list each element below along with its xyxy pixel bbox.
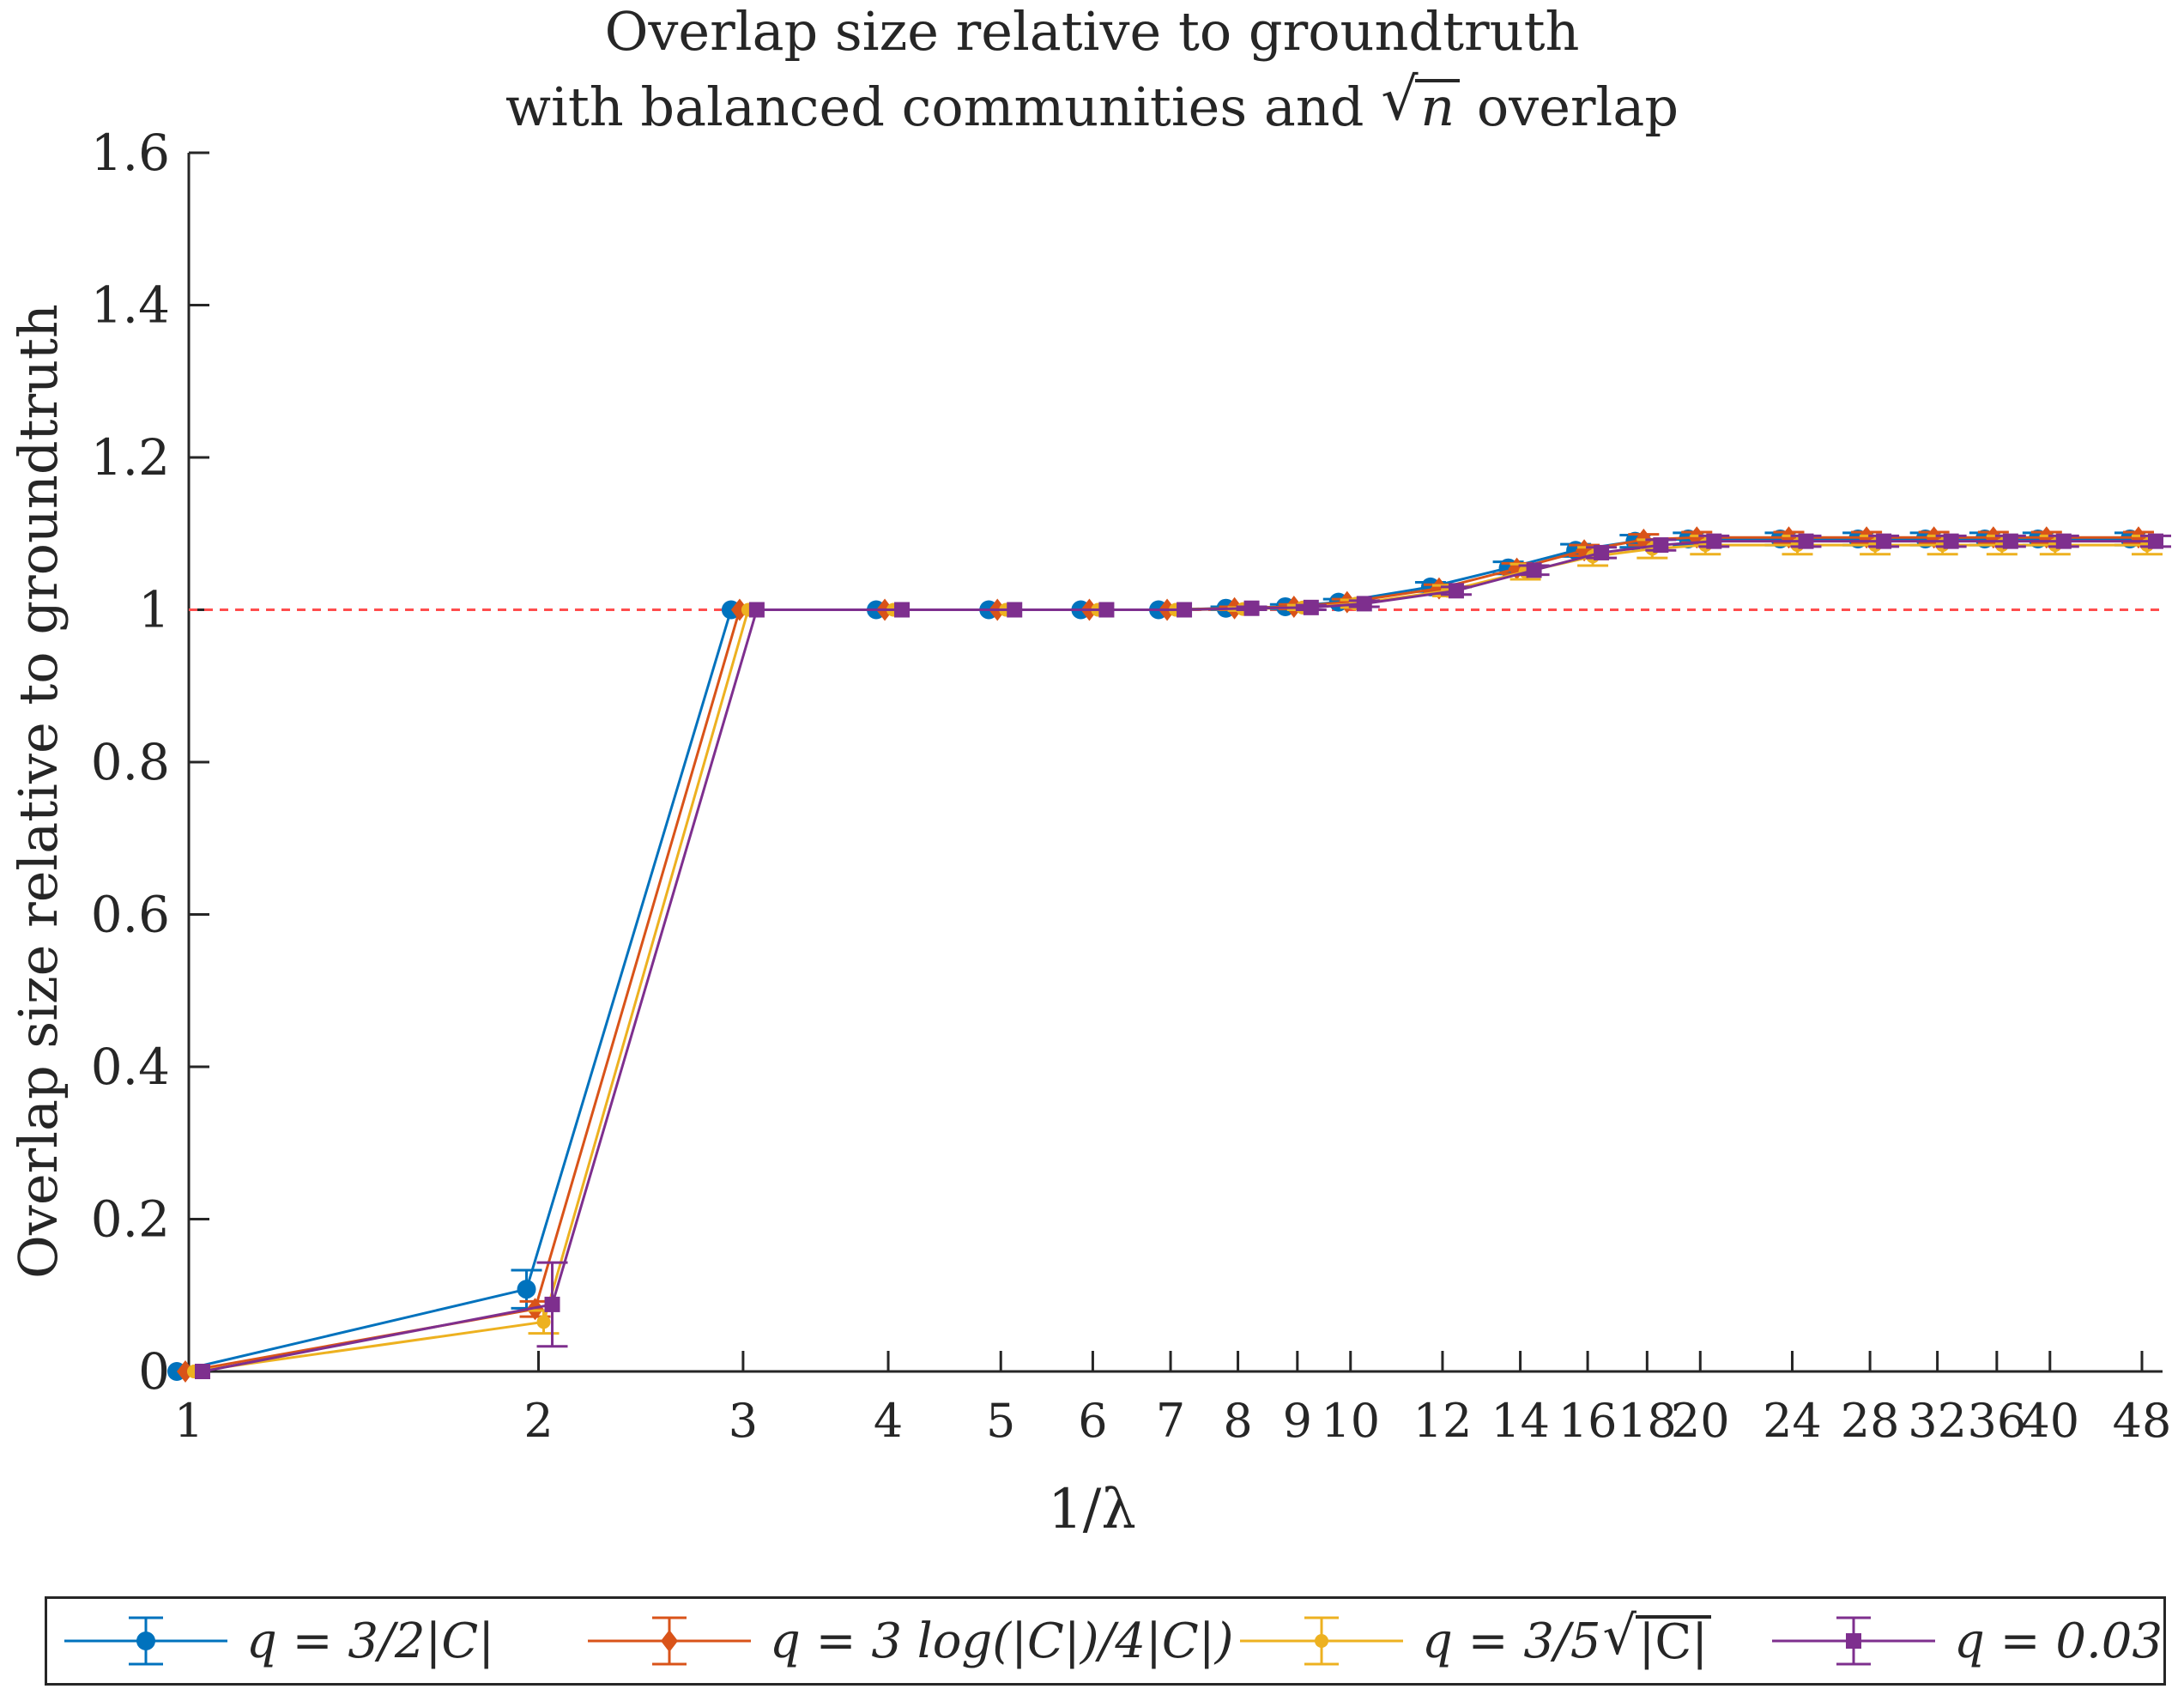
data-point <box>1448 583 1464 599</box>
x-tick-label: 18 <box>1618 1394 1677 1448</box>
legend-label-4: q = 0.03 <box>1954 1613 2163 1669</box>
data-point <box>544 1296 560 1312</box>
data-point <box>536 1315 551 1329</box>
data-point <box>2002 533 2018 549</box>
data-point <box>1798 533 1814 549</box>
x-tick-label: 48 <box>2113 1394 2172 1448</box>
y-tick-label: 0.4 <box>91 1038 170 1096</box>
x-tick-label: 4 <box>874 1394 903 1448</box>
x-tick-label: 8 <box>1223 1394 1252 1448</box>
chart-title-suffix: overlap <box>1476 76 1679 138</box>
chart-title-text: with balanced communities and <box>505 76 1364 138</box>
x-axis-label: 1/λ <box>0 1478 2184 1541</box>
legend-marker-4 <box>1772 1616 1935 1666</box>
legend-label-1: q = 3/2|C| <box>246 1613 495 1669</box>
data-point <box>1653 537 1669 554</box>
x-tick-label: 32 <box>1908 1394 1967 1448</box>
data-point <box>894 602 911 618</box>
data-point <box>1243 600 1260 616</box>
series-line <box>202 540 2156 1373</box>
x-tick-label: 12 <box>1413 1394 1473 1448</box>
data-point <box>1303 599 1319 615</box>
data-point <box>1356 596 1372 612</box>
x-tick-label: 2 <box>523 1394 553 1448</box>
chart-title-line-2: with balanced communities and n overlap <box>0 76 2184 138</box>
series-4 <box>195 533 2171 1379</box>
data-point <box>748 602 765 618</box>
x-tick-label: 20 <box>1671 1394 1730 1448</box>
x-tick-label: 36 <box>1968 1394 2027 1448</box>
y-tick-label: 1.4 <box>91 276 170 335</box>
x-tick-label: 16 <box>1558 1394 1618 1448</box>
series-line <box>176 537 2130 1373</box>
data-point <box>1706 533 1722 549</box>
legend-marker-2 <box>588 1616 751 1666</box>
legend-symbol <box>661 1630 678 1652</box>
legend-item-4[interactable]: q = 0.03 <box>1764 1599 2163 1683</box>
legend-item-1[interactable]: q = 3/2|C| <box>56 1599 494 1683</box>
data-point <box>1177 602 1193 618</box>
legend-symbol <box>136 1631 155 1650</box>
x-tick-label: 5 <box>986 1394 1015 1448</box>
legend-label-2: q = 3 log(|C|)/4|C|) <box>770 1613 1234 1669</box>
data-point <box>730 598 748 621</box>
legend-label-3: q = 3/5 <box>1422 1613 1601 1669</box>
data-point <box>2147 533 2163 549</box>
legend-symbol <box>1846 1633 1861 1649</box>
series-2 <box>177 526 2154 1383</box>
x-tick-label: 6 <box>1078 1394 1107 1448</box>
sqrt-n-symbol: n <box>1381 76 1461 134</box>
data-point <box>517 1280 536 1299</box>
legend-label-3-root: |C| <box>1603 1612 1712 1667</box>
x-tick-label: 10 <box>1321 1394 1380 1448</box>
y-tick-label: 0.2 <box>91 1190 170 1249</box>
data-point <box>1098 602 1115 618</box>
data-point <box>177 1360 194 1383</box>
x-tick-label: 14 <box>1491 1394 1550 1448</box>
x-tick-label: 28 <box>1841 1394 1900 1448</box>
legend-symbol <box>1315 1634 1328 1648</box>
series-3 <box>187 534 2163 1378</box>
legend-item-3[interactable]: q = 3/5 |C| <box>1231 1599 1712 1683</box>
data-point <box>1876 533 1892 549</box>
x-tick-label: 7 <box>1156 1394 1185 1448</box>
y-tick-label: 0.6 <box>91 886 170 944</box>
y-tick-label: 0.8 <box>91 733 170 791</box>
y-tick-label: 1.2 <box>91 428 170 487</box>
legend-marker-3 <box>1240 1616 1403 1666</box>
data-point <box>1526 562 1542 578</box>
series-line <box>193 543 2147 1373</box>
y-tick-label: 1 <box>138 581 170 639</box>
data-point <box>1943 533 1959 549</box>
y-tick-label: 0 <box>138 1342 170 1401</box>
legend-item-2[interactable]: q = 3 log(|C|)/4|C|) <box>579 1599 1233 1683</box>
x-tick-label: 24 <box>1763 1394 1822 1448</box>
data-point <box>1007 602 1023 618</box>
series-line <box>185 536 2139 1373</box>
x-tick-label: 1 <box>174 1394 203 1448</box>
data-point <box>195 1364 210 1379</box>
series-1 <box>167 529 2145 1381</box>
x-tick-label: 9 <box>1283 1394 1312 1448</box>
y-tick-label: 1.6 <box>91 124 170 182</box>
legend: q = 3/2|C| q = 3 log(|C|)/4|C|) q = 3/5 … <box>45 1596 2166 1686</box>
x-tick-label: 3 <box>729 1394 758 1448</box>
chart-title-line-1: Overlap size relative to groundtruth <box>604 0 1580 63</box>
x-axis-label-text: 1/λ <box>1048 1478 1136 1541</box>
data-point <box>1594 544 1610 560</box>
legend-marker-1 <box>64 1616 227 1666</box>
x-tick-label: 40 <box>2020 1394 2079 1448</box>
data-point <box>2055 533 2072 549</box>
